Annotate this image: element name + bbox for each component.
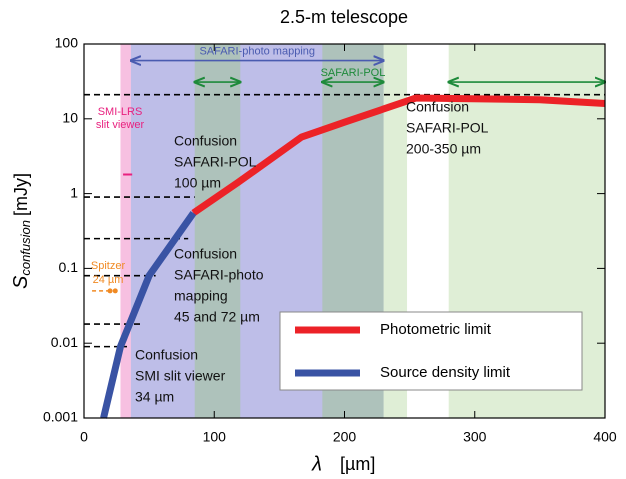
spitzer-label: Spitzer bbox=[91, 260, 126, 272]
x-axis-symbol: λ bbox=[311, 453, 322, 475]
annotation: 200-350 µm bbox=[406, 141, 481, 157]
annotation: Confusion bbox=[406, 99, 469, 115]
x-tick-label: 200 bbox=[333, 429, 357, 445]
smi-lrs-label: slit viewer bbox=[96, 119, 145, 131]
y-tick-label: 0.001 bbox=[43, 409, 78, 425]
annotation: SAFARI-photo bbox=[174, 267, 264, 283]
arrow-label: SAFARI-POL bbox=[321, 67, 386, 79]
y-tick-label: 100 bbox=[55, 35, 79, 51]
y-tick-label: 10 bbox=[62, 110, 78, 126]
y-tick-label: 1 bbox=[70, 184, 78, 200]
arrow-label: SAFARI-photo mapping bbox=[199, 46, 315, 58]
annotation: 100 µm bbox=[174, 175, 221, 191]
series-line bbox=[100, 211, 197, 419]
spitzer-point bbox=[107, 288, 113, 294]
annotation: 34 µm bbox=[135, 389, 174, 405]
legend-label: Photometric limit bbox=[380, 321, 492, 338]
annotation: SAFARI-POL bbox=[406, 120, 489, 136]
x-tick-label: 100 bbox=[203, 429, 227, 445]
chart-title: 2.5-m telescope bbox=[280, 7, 408, 27]
x-tick-label: 300 bbox=[463, 429, 487, 445]
y-axis-symbol: S bbox=[10, 275, 32, 289]
annotation: Confusion bbox=[174, 246, 237, 262]
annotation: SAFARI-POL bbox=[174, 154, 257, 170]
region bbox=[194, 44, 241, 418]
y-axis-label: Sconfusion [mJy] bbox=[10, 173, 33, 289]
x-axis-label: [µm] bbox=[340, 454, 375, 474]
y-tick-label: 0.1 bbox=[59, 259, 79, 275]
spitzer-label: 24 µm bbox=[93, 274, 124, 286]
annotation: Confusion bbox=[174, 133, 237, 149]
x-tick-label: 400 bbox=[593, 429, 617, 445]
spitzer-point bbox=[112, 288, 118, 294]
y-axis-unit: [mJy] bbox=[11, 173, 31, 216]
annotation: mapping bbox=[174, 288, 228, 304]
legend-box bbox=[279, 311, 583, 391]
annotation: 45 and 72 µm bbox=[174, 309, 260, 325]
x-tick-label: 0 bbox=[80, 429, 88, 445]
y-tick-label: 0.01 bbox=[51, 334, 78, 350]
series-line bbox=[191, 94, 606, 216]
annotation: SMI slit viewer bbox=[135, 368, 226, 384]
region bbox=[120, 44, 131, 418]
legend-label: Source density limit bbox=[380, 364, 511, 381]
smi-lrs-label: SMI-LRS bbox=[98, 106, 143, 118]
annotation: Confusion bbox=[135, 347, 198, 363]
y-axis-subscript: confusion bbox=[18, 220, 33, 276]
